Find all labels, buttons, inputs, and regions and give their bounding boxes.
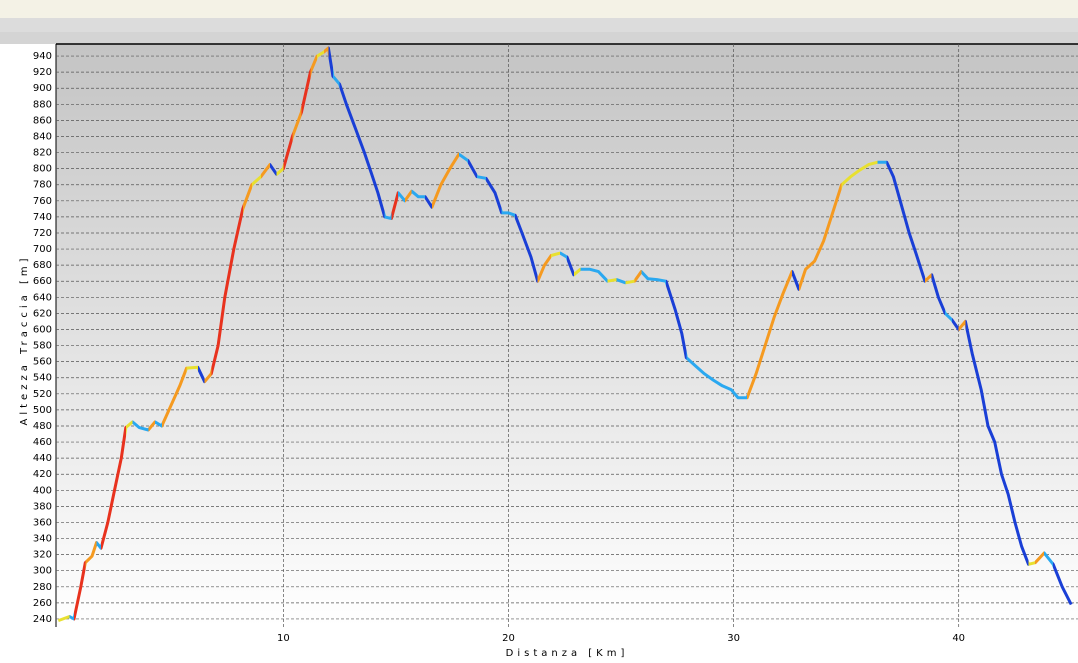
x-tick-label: 20	[502, 633, 515, 644]
y-tick-label: 360	[33, 517, 52, 528]
x-tick-label: 10	[277, 633, 290, 644]
y-tick-label: 860	[33, 115, 52, 126]
y-tick-label: 400	[33, 485, 52, 496]
y-tick-label: 240	[33, 614, 52, 625]
y-tick-label: 580	[33, 341, 52, 352]
y-tick-label: 440	[33, 453, 52, 464]
y-tick-label: 740	[33, 212, 52, 223]
toolbar	[0, 0, 1078, 18]
y-tick-label: 620	[33, 308, 52, 319]
plot-area	[56, 44, 1078, 627]
y-tick-label: 660	[33, 276, 52, 287]
elevation-line	[57, 46, 1073, 623]
y-tick-label: 280	[33, 582, 52, 593]
y-tick-label: 320	[33, 550, 52, 561]
y-tick-label: 720	[33, 228, 52, 239]
y-tick-label: 380	[33, 501, 52, 512]
y-tick-label: 500	[33, 405, 52, 416]
y-tick-label: 940	[33, 51, 52, 62]
y-tick-label: 600	[33, 324, 52, 335]
y-tick-label: 540	[33, 373, 52, 384]
y-tick-label: 420	[33, 469, 52, 480]
y-tick-label: 840	[33, 131, 52, 142]
y-tick-label: 760	[33, 196, 52, 207]
chart-header	[0, 32, 1078, 44]
y-tick-label: 640	[33, 292, 52, 303]
y-tick-label: 900	[33, 83, 52, 94]
x-axis-title: Distanza [Km]	[506, 648, 629, 659]
y-tick-label: 340	[33, 534, 52, 545]
x-tick-label: 30	[727, 633, 740, 644]
y-tick-label: 820	[33, 148, 52, 159]
y-tick-label: 780	[33, 180, 52, 191]
y-tick-label: 920	[33, 67, 52, 78]
y-tick-label: 880	[33, 99, 52, 110]
y-tick-label: 560	[33, 357, 52, 368]
y-tick-label: 800	[33, 164, 52, 175]
y-axis-title: Altezza Traccia [m]	[19, 255, 30, 426]
y-tick-label: 260	[33, 598, 52, 609]
y-tick-label: 460	[33, 437, 52, 448]
x-tick-label: 40	[952, 633, 965, 644]
y-tick-label: 680	[33, 260, 52, 271]
y-tick-label: 520	[33, 389, 52, 400]
y-tick-label: 300	[33, 566, 52, 577]
y-tick-label: 700	[33, 244, 52, 255]
y-tick-label: 480	[33, 421, 52, 432]
